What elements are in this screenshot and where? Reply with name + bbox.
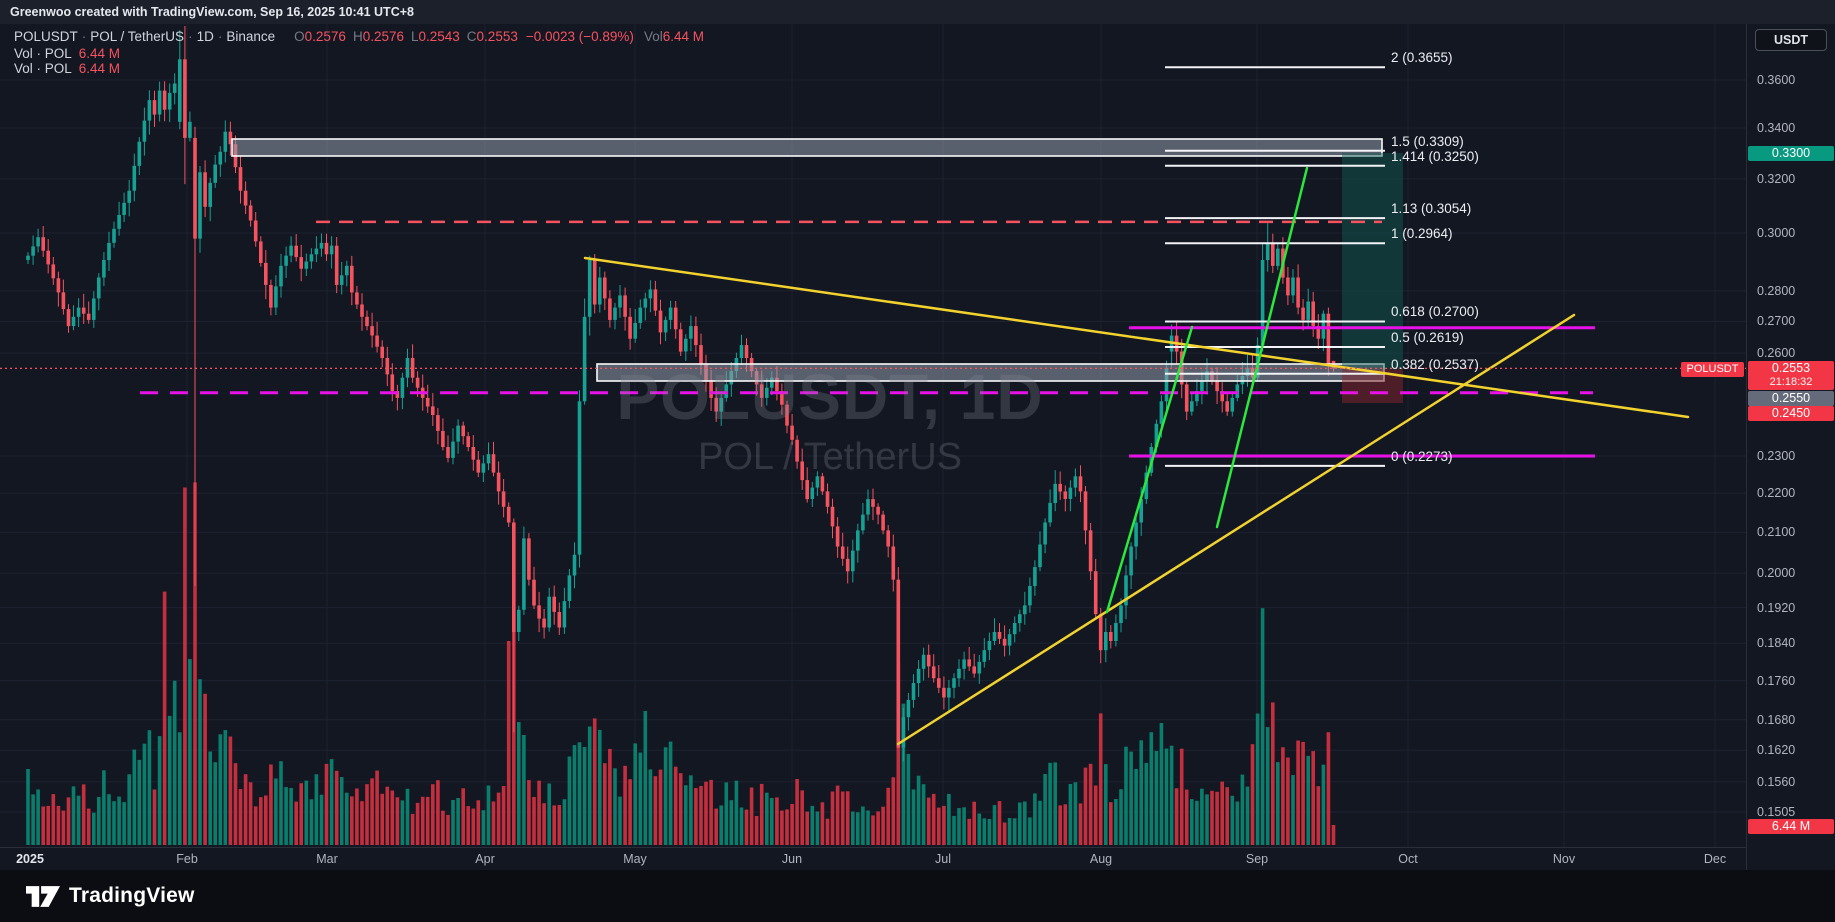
legend-vol-value: 6.44 M — [662, 29, 704, 44]
price-tick-label: 0.3600 — [1757, 73, 1796, 87]
time-axis-month-label: May — [623, 852, 647, 866]
position-entry-badge[interactable]: 0.2550 — [1748, 391, 1834, 406]
price-tick-label: 0.3000 — [1757, 226, 1796, 240]
green-impulse-line-2[interactable] — [1215, 166, 1309, 529]
ascending-yellow-trendline[interactable] — [896, 313, 1576, 746]
separator-dot: · — [188, 29, 193, 44]
symbol-price-tag: POLUSDT — [1681, 362, 1744, 377]
time-axis-month-label: Sep — [1245, 852, 1269, 866]
tradingview-logo[interactable]: TradingView — [26, 884, 195, 908]
legend-main-row: POLUSDT · POL / TetherUS · 1D · Binance O0.2576… — [14, 29, 704, 44]
fib-level-label: 0 (0.2273) — [1391, 449, 1453, 464]
price-tick-label: 0.1680 — [1757, 713, 1796, 727]
price-tick-label: 0.1840 — [1757, 636, 1796, 650]
time-axis-month-label: Aug — [1089, 852, 1113, 866]
ohlc-value: 0.2553 — [476, 29, 518, 44]
ohlc-readout: O0.2576 H0.2576 L0.2543 C0.2553 — [287, 29, 518, 44]
fib-level-label: 2 (0.3655) — [1391, 50, 1453, 65]
currency-toggle-button[interactable]: USDT — [1755, 29, 1827, 51]
volume-indicator-label[interactable]: Vol · POL — [14, 61, 72, 76]
price-tick-label: 0.2300 — [1757, 449, 1796, 463]
separator-dot: · — [81, 29, 87, 44]
price-axis[interactable]: USDT 0.3600 0.3400 0.3200 0.3000 0.2800 0.270… — [1746, 24, 1835, 870]
price-tick-label: 0.3400 — [1757, 121, 1796, 135]
ohlc-key: L — [410, 29, 419, 44]
footer-bar: TradingView — [0, 870, 1835, 922]
time-axis-year-label: 2025 — [16, 852, 44, 866]
fib-level-label: 1.414 (0.3250) — [1391, 149, 1479, 164]
time-axis[interactable]: 2025 Feb Mar Apr May Jun Jul Aug Sep Oct Nov Dec — [0, 847, 1746, 871]
fib-level-label: 0.5 (0.2619) — [1391, 330, 1464, 345]
time-axis-month-label: Jul — [935, 852, 951, 866]
price-tick-label: 0.2000 — [1757, 566, 1796, 580]
price-tick-label: 0.2700 — [1757, 314, 1796, 328]
alert-level-badge[interactable]: 0.3300 — [1748, 146, 1834, 161]
symbol-legend: POLUSDT · POL / TetherUS · 1D · Binance O0.2576… — [14, 29, 704, 45]
price-tick-label: 0.1760 — [1757, 674, 1796, 688]
price-tick-label: 0.1505 — [1757, 805, 1796, 819]
separator-dot: · — [217, 29, 223, 44]
grid-lines — [0, 24, 1746, 847]
legend-symbol[interactable]: POLUSDT — [14, 29, 78, 44]
supply-zone-upper[interactable] — [231, 138, 1383, 157]
fib-level-label: 0.618 (0.2700) — [1391, 304, 1479, 319]
time-axis-month-label: Nov — [1552, 852, 1576, 866]
position-stop-badge[interactable]: 0.2450 — [1748, 406, 1834, 421]
volume-indicator-row: Vol · POL 6.44 M — [14, 61, 120, 76]
fib-level-label: 1.13 (0.3054) — [1391, 201, 1472, 216]
time-axis-month-label: Jun — [781, 852, 803, 866]
ohlc-value: 0.2576 — [362, 29, 404, 44]
price-tick-label: 0.1560 — [1757, 775, 1796, 789]
tradingview-logo-icon — [26, 885, 60, 907]
time-axis-month-label: Oct — [1398, 852, 1418, 866]
countdown-timer: 21:18:32 — [1769, 376, 1813, 388]
attribution-text: Greenwoo created with TradingView.com, S… — [10, 5, 414, 19]
ohlc-key: C — [466, 29, 477, 44]
time-axis-month-label: Mar — [316, 852, 338, 866]
price-tick-label: 0.2100 — [1757, 525, 1796, 539]
volume-indicator-label[interactable]: Vol · POL — [14, 46, 72, 61]
volume-bars[interactable] — [26, 482, 1336, 845]
price-tick-label: 0.2600 — [1757, 346, 1796, 360]
fib-level-label: 1 (0.2964) — [1391, 226, 1453, 241]
time-axis-month-label: Apr — [475, 852, 495, 866]
price-tick-label: 0.3200 — [1757, 172, 1796, 186]
price-tick-label: 0.2800 — [1757, 284, 1796, 298]
legend-exchange: Binance — [226, 29, 276, 44]
attribution-bar: Greenwoo created with TradingView.com, S… — [0, 0, 1835, 24]
ohlc-value: 0.2543 — [418, 29, 460, 44]
ohlc-key: H — [352, 29, 363, 44]
price-tick-label: 0.1620 — [1757, 743, 1796, 757]
legend-pair: POL / TetherUS — [90, 29, 185, 44]
time-axis-month-label: Dec — [1703, 852, 1727, 866]
long-position-profit-zone[interactable] — [1342, 153, 1403, 370]
volume-indicator-value: 6.44 M — [78, 61, 121, 76]
fib-level-label: 0.382 (0.2537) — [1391, 357, 1479, 372]
price-chart-canvas[interactable] — [0, 0, 1835, 870]
volume-indicator-value: 6.44 M — [78, 46, 121, 61]
legend-change: −0.0023 (−0.89%) — [525, 29, 634, 44]
ohlc-value: 0.2576 — [304, 29, 346, 44]
price-tick-label: 0.2200 — [1757, 486, 1796, 500]
volume-indicator-row: Vol · POL 6.44 M — [14, 46, 120, 61]
fib-retracement-lines[interactable] — [1165, 66, 1385, 467]
descending-yellow-trendline[interactable] — [583, 256, 1690, 419]
tradingview-logo-text: TradingView — [69, 884, 195, 907]
candlestick-series[interactable] — [26, 5, 1336, 762]
fib-level-label: 1.5 (0.3309) — [1391, 134, 1464, 149]
time-axis-month-label: Feb — [176, 852, 198, 866]
legend-vol-label: Vol — [643, 29, 663, 44]
price-tick-label: 0.1920 — [1757, 601, 1796, 615]
last-price-badge: 0.2553 21:18:32 — [1748, 361, 1834, 390]
green-impulse-line-1[interactable] — [1105, 325, 1194, 614]
legend-interval[interactable]: 1D — [196, 29, 214, 44]
ohlc-key: O — [294, 29, 305, 44]
supply-zone-mid[interactable] — [596, 363, 1385, 382]
last-volume-badge: 6.44 M — [1748, 819, 1834, 834]
